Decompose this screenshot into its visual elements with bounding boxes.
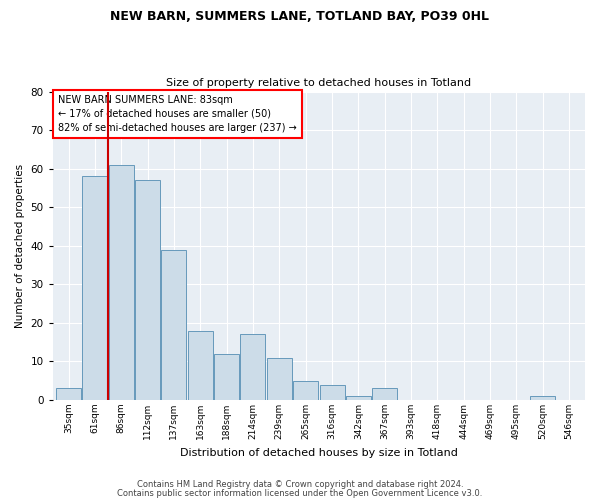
X-axis label: Distribution of detached houses by size in Totland: Distribution of detached houses by size … [180,448,458,458]
Bar [267,358,292,400]
Bar [82,176,107,400]
Text: Contains public sector information licensed under the Open Government Licence v3: Contains public sector information licen… [118,488,482,498]
Bar [109,165,134,400]
Bar [56,388,81,400]
Bar [161,250,187,400]
Title: Size of property relative to detached houses in Totland: Size of property relative to detached ho… [166,78,472,88]
Bar [372,388,397,400]
Text: Contains HM Land Registry data © Crown copyright and database right 2024.: Contains HM Land Registry data © Crown c… [137,480,463,489]
Bar [320,384,344,400]
Bar [346,396,371,400]
Bar [530,396,556,400]
Text: NEW BARN, SUMMERS LANE, TOTLAND BAY, PO39 0HL: NEW BARN, SUMMERS LANE, TOTLAND BAY, PO3… [110,10,490,23]
Bar [188,330,213,400]
Y-axis label: Number of detached properties: Number of detached properties [15,164,25,328]
Bar [241,334,265,400]
Bar [214,354,239,400]
Bar [135,180,160,400]
Text: NEW BARN SUMMERS LANE: 83sqm
← 17% of detached houses are smaller (50)
82% of se: NEW BARN SUMMERS LANE: 83sqm ← 17% of de… [58,94,297,132]
Bar [293,380,318,400]
